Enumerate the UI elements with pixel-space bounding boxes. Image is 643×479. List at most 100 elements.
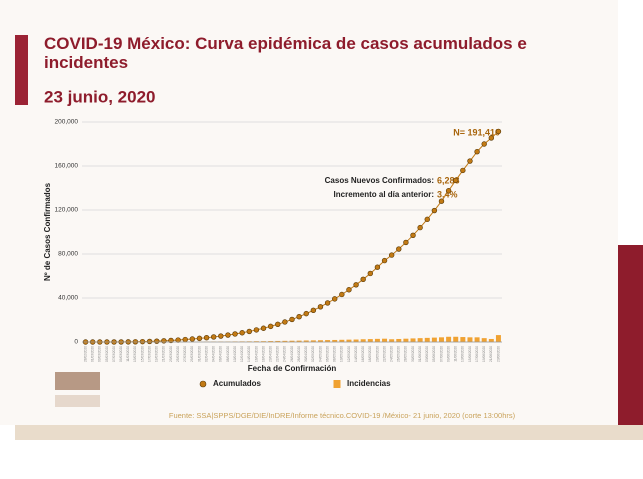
incidence-bar	[474, 337, 480, 342]
cumulative-point	[196, 335, 203, 342]
incidence-bar	[367, 339, 373, 342]
incidence-bar	[403, 338, 409, 342]
cumulative-point	[438, 198, 445, 204]
x-tick-label: 17/03/2020	[147, 346, 151, 362]
x-tick-label: 15/03/2020	[140, 346, 144, 362]
x-tick-label: 30/05/2020	[411, 346, 415, 362]
slide-area	[0, 0, 618, 425]
cumulative-point	[488, 135, 495, 141]
incidence-bar	[488, 338, 494, 342]
cumulative-point	[146, 338, 153, 345]
cumulative-point	[210, 334, 217, 340]
cumulative-point	[275, 321, 281, 327]
x-tick-label: 03/06/2020	[425, 346, 429, 362]
cumulative-point	[453, 177, 459, 184]
cumulative-point	[474, 149, 480, 155]
incidence-bar	[396, 338, 402, 342]
incidence-bar	[303, 340, 309, 342]
incidence-bar	[360, 339, 366, 342]
legend-label: Acumulados	[213, 379, 262, 388]
x-tick-label: 07/06/2020	[439, 346, 443, 362]
x-tick-label: 20/05/2020	[375, 346, 379, 362]
cumulative-point	[396, 246, 402, 252]
cumulative-point	[182, 336, 188, 343]
x-tick-label: 23/06/2020	[496, 346, 500, 362]
cumulative-point	[445, 188, 452, 194]
cumulative-point	[175, 337, 181, 343]
cumulative-point	[317, 304, 324, 310]
x-tick-label: 18/05/2020	[368, 346, 372, 362]
cumulative-point	[346, 287, 352, 293]
x-tick-label: 10/04/2020	[233, 346, 237, 362]
x-tick-label: 26/04/2020	[290, 346, 294, 362]
incidence-bar	[325, 340, 331, 342]
incidence-bar	[332, 339, 338, 342]
x-tick-label: 23/03/2020	[169, 346, 173, 362]
incidence-bar	[446, 336, 452, 342]
cumulative-point	[203, 335, 210, 341]
cumulative-point	[403, 239, 409, 246]
cumulative-point	[218, 333, 224, 339]
cumulative-point	[460, 167, 466, 174]
x-tick-label: 11/03/2020	[126, 346, 130, 362]
incidence-bar	[382, 338, 388, 342]
incidence-bar	[268, 341, 274, 342]
y-tick-label: 160,000	[55, 163, 79, 170]
legend-marker	[333, 380, 341, 388]
x-tick-label: 24/04/2020	[283, 346, 287, 362]
x-tick-label: 30/04/2020	[304, 346, 308, 362]
x-tick-label: 19/03/2020	[155, 346, 159, 362]
y-axis-label: Nº de Casos Confirmados	[43, 182, 52, 281]
x-tick-label: 22/05/2020	[382, 346, 386, 362]
x-tick-label: 20/04/2020	[268, 346, 272, 362]
incidence-bar	[317, 340, 323, 342]
legend-label: Incidencias	[347, 379, 391, 388]
x-tick-label: 04/05/2020	[318, 346, 322, 362]
x-tick-label: 21/03/2020	[162, 346, 166, 362]
cumulative-point	[296, 314, 302, 320]
x-tick-label: 14/04/2020	[247, 346, 251, 362]
cumulative-point	[282, 319, 288, 325]
incidence-bar	[460, 337, 466, 342]
cumulative-point	[417, 224, 423, 231]
cumulative-point	[239, 330, 245, 336]
x-tick-label: 27/03/2020	[183, 346, 187, 362]
x-tick-label: 12/04/2020	[240, 346, 244, 362]
incidence-bar	[339, 339, 345, 342]
cumulative-point	[260, 325, 267, 331]
cumulative-point	[374, 264, 381, 270]
x-tick-label: 17/06/2020	[475, 346, 479, 362]
logo	[55, 372, 100, 407]
cumulative-point	[289, 316, 295, 323]
cumulative-point	[303, 310, 309, 317]
cumulative-point	[310, 307, 317, 314]
x-tick-label: 02/04/2020	[204, 346, 208, 362]
legend-marker	[199, 380, 207, 388]
subtitle: 23 junio, 2020	[44, 87, 156, 106]
x-tick-label: 29/03/2020	[190, 346, 194, 362]
cumulative-point	[324, 300, 331, 306]
x-tick-label: 13/06/2020	[461, 346, 465, 362]
x-tick-label: 01/06/2020	[418, 346, 422, 362]
x-tick-label: 13/03/2020	[133, 346, 137, 362]
cumulative-point	[339, 291, 345, 298]
incidence-bar	[453, 336, 459, 342]
incidence-bar	[346, 339, 352, 342]
cumulative-point	[161, 338, 167, 344]
incidence-bar	[282, 340, 288, 342]
cumulative-point	[367, 270, 374, 277]
x-tick-label: 19/06/2020	[482, 346, 486, 362]
cumulative-point	[267, 323, 274, 330]
incidence-bar	[261, 341, 267, 342]
x-tick-label: 05/06/2020	[432, 346, 436, 362]
x-tick-label: 04/04/2020	[212, 346, 216, 362]
incidence-bar	[374, 338, 380, 342]
x-tick-label: 08/04/2020	[226, 346, 230, 362]
x-tick-label: 21/06/2020	[489, 346, 493, 362]
title-bar	[15, 35, 28, 105]
annotation-value: 3.4%	[437, 189, 458, 199]
cumulative-point	[332, 296, 338, 302]
x-tick-label: 26/05/2020	[397, 346, 401, 362]
side-block	[618, 245, 643, 425]
